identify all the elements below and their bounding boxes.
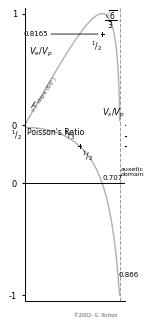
Text: $V_e/V_p$: $V_e/V_p$ [29,46,52,59]
Text: $\dfrac{\sqrt{3}}{2}$: $\dfrac{\sqrt{3}}{2}$ [113,134,126,157]
Text: $\dfrac{\sqrt{2}}{2}$: $\dfrac{\sqrt{2}}{2}$ [95,134,109,157]
Text: $\mathsf{^1/_2}$: $\mathsf{^1/_2}$ [91,39,102,53]
Text: 0.8165: 0.8165 [23,31,48,37]
Text: auxetic
domain: auxetic domain [120,166,144,177]
Text: 0.707: 0.707 [103,175,123,181]
Text: $\sqrt{3}$ slope (60°): $\sqrt{3}$ slope (60°) [29,74,61,115]
Text: 0.866: 0.866 [119,272,139,278]
Text: ©2002- G. Ilichon: ©2002- G. Ilichon [74,313,118,318]
Text: $\mathsf{^1/_2}$: $\mathsf{^1/_2}$ [82,149,94,163]
Text: $V_s/V_p$: $V_s/V_p$ [102,107,125,120]
Text: $\mathsf{^1/_3}$: $\mathsf{^1/_3}$ [64,128,76,141]
Text: Poisson's Ratio: Poisson's Ratio [27,128,84,137]
Text: $\dfrac{\sqrt{6}}{3}$: $\dfrac{\sqrt{6}}{3}$ [104,8,117,31]
Text: $\mathsf{^1/_2}$: $\mathsf{^1/_2}$ [11,128,23,142]
